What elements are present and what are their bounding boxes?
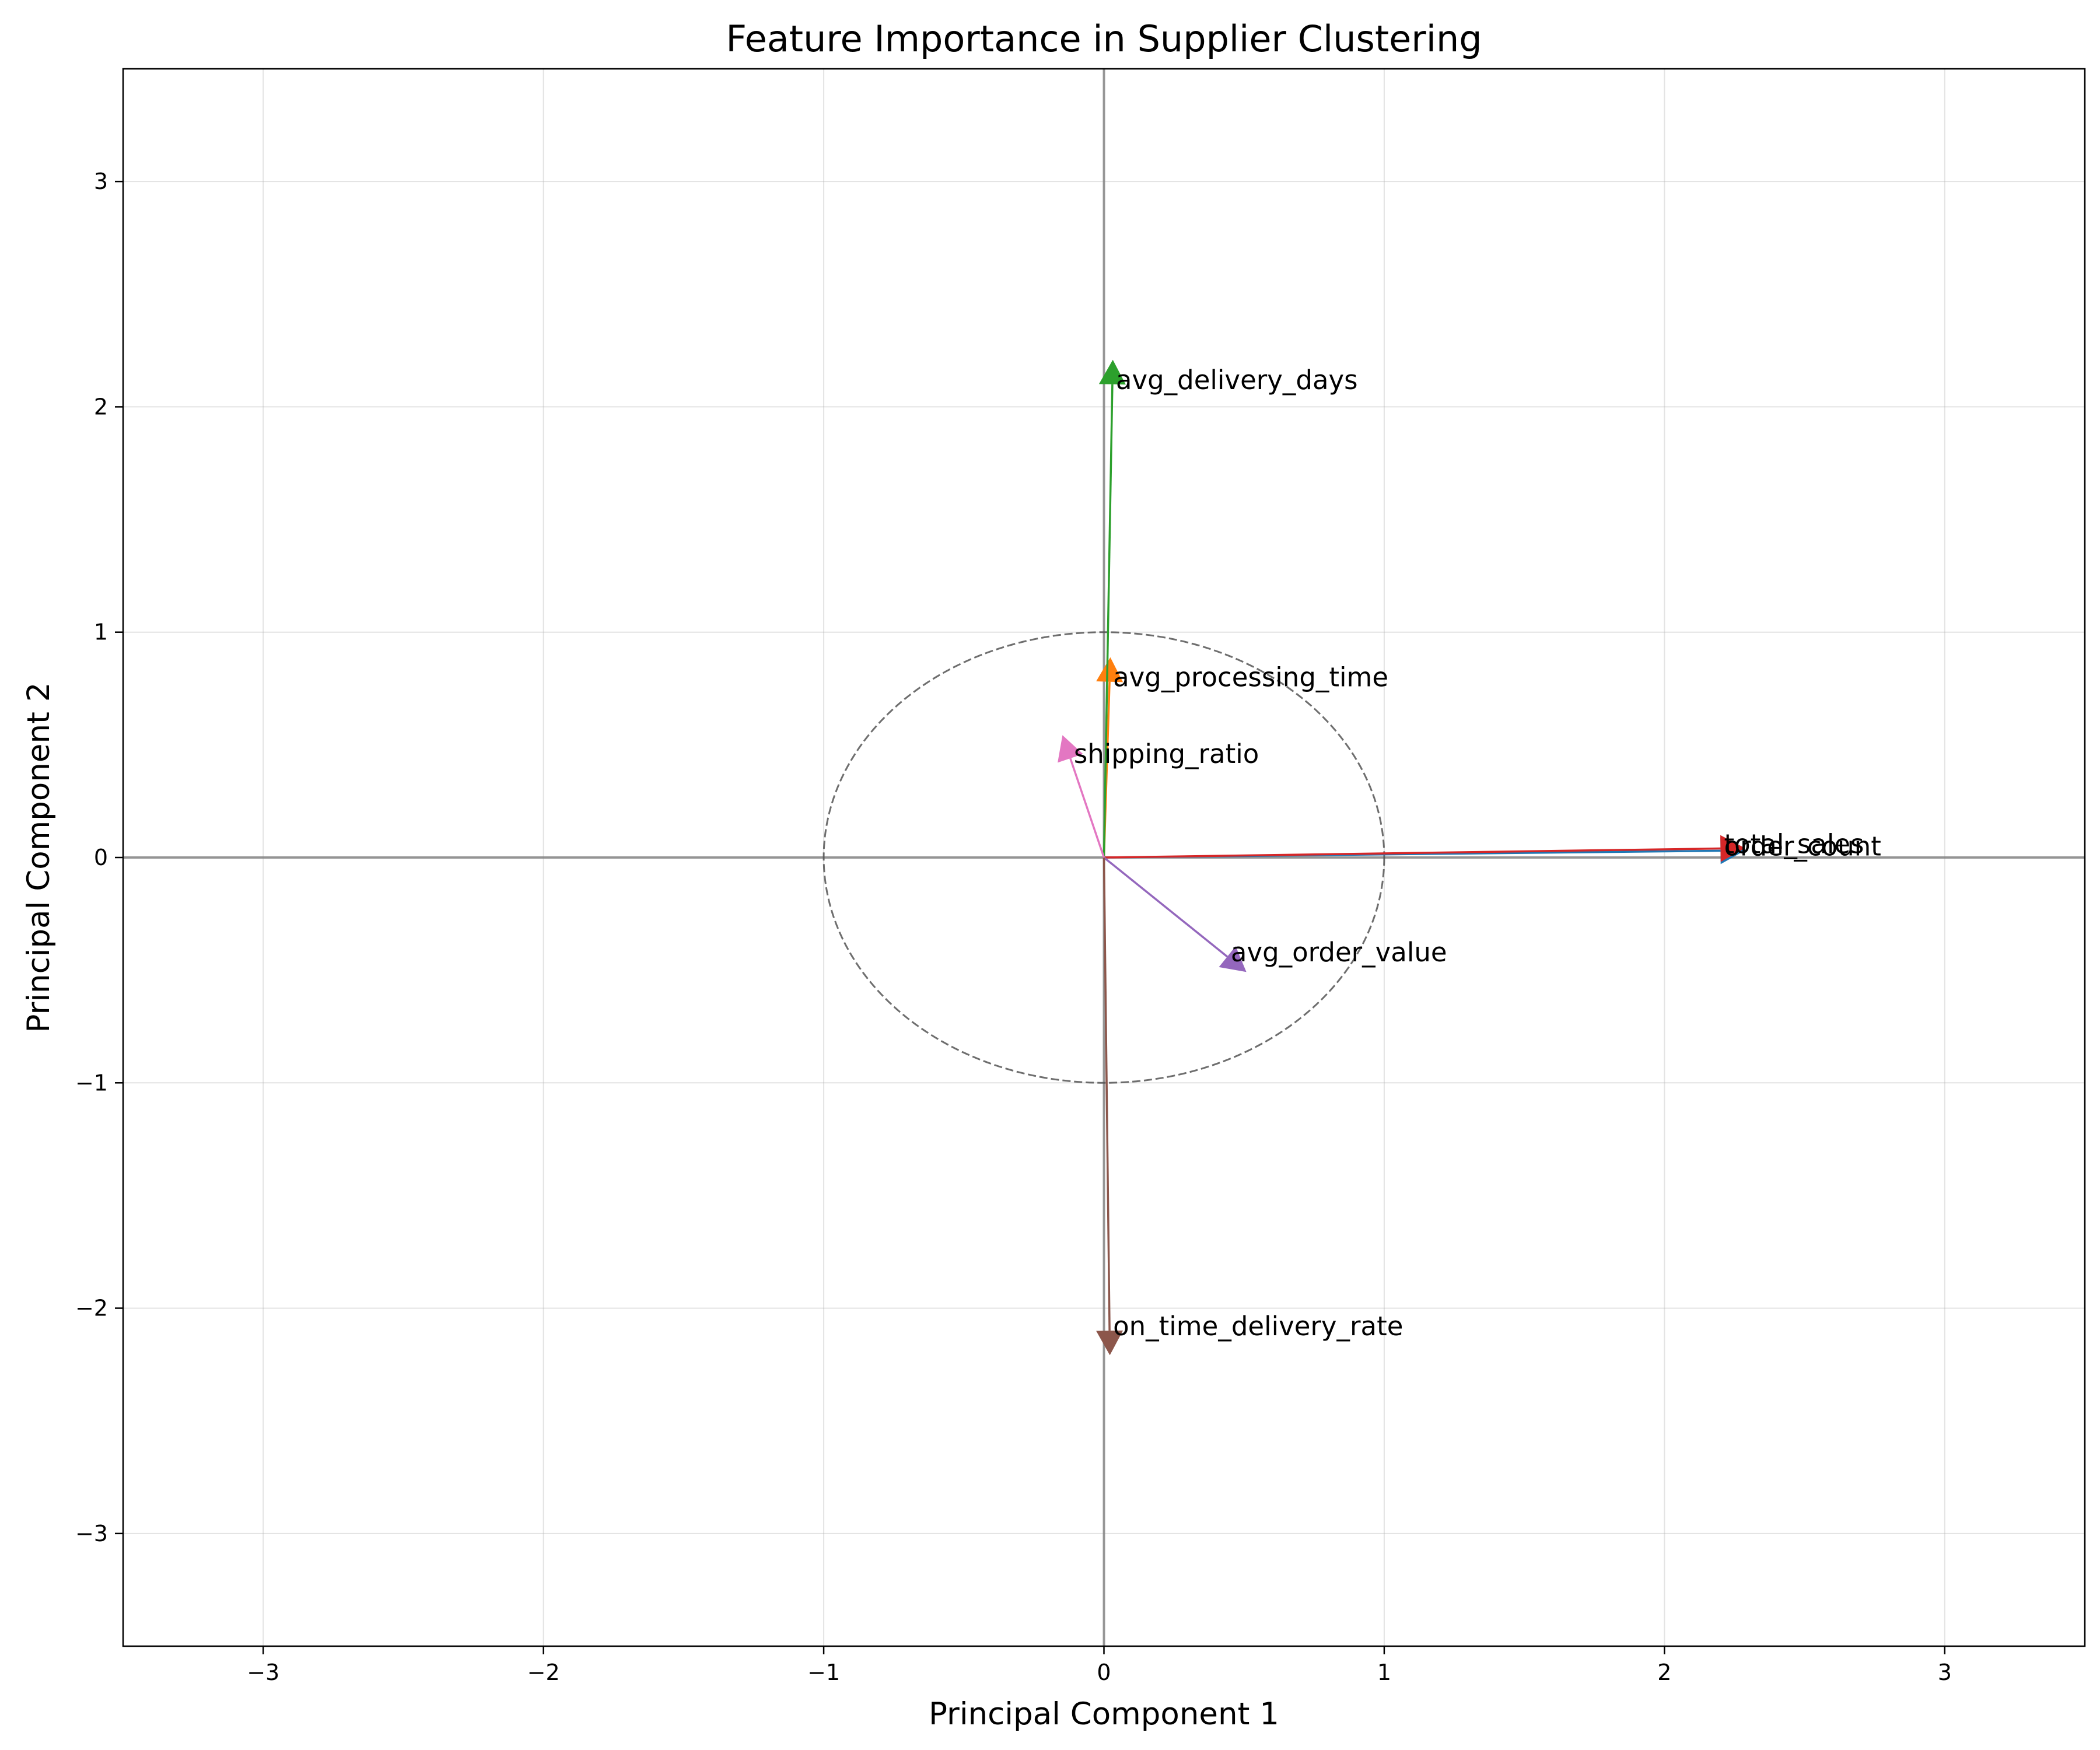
y-tick-label: −1 <box>75 1070 108 1096</box>
y-tick-label: −2 <box>75 1296 108 1321</box>
loading-arrow-avg-order-value <box>1103 856 1247 972</box>
x-tick-label: 2 <box>1657 1660 1671 1685</box>
arrow-head-avg-delivery-days <box>1098 359 1126 385</box>
unit-circle <box>822 631 1385 1084</box>
loading-arrows <box>1058 359 1745 1356</box>
x-tick-label: 3 <box>1938 1660 1952 1685</box>
chart-title: Feature Importance in Supplier Clusterin… <box>726 18 1482 60</box>
x-axis-ticks: −3 −2 −1 0 1 2 3 <box>247 1646 1952 1685</box>
loading-labels: order_count avg_processing_time avg_delive… <box>1074 365 1881 1342</box>
arrow-shaft-on-time-delivery-rate <box>1102 857 1111 1331</box>
loading-label-on-time-delivery-rate: on_time_delivery_rate <box>1113 1311 1403 1342</box>
arrow-head-avg-processing-time <box>1096 657 1124 682</box>
y-axis-ticks: −3 −2 −1 0 1 2 3 <box>75 169 123 1546</box>
arrow-shaft-total-sales <box>1104 847 1721 859</box>
x-tick-label: 1 <box>1377 1660 1391 1685</box>
loading-label-order-count: order_count <box>1724 831 1881 862</box>
loading-arrow-avg-delivery-days <box>1098 359 1126 858</box>
loading-arrow-on-time-delivery-rate <box>1096 857 1124 1356</box>
y-tick-label: 2 <box>94 394 108 419</box>
y-tick-label: −3 <box>75 1521 108 1546</box>
y-tick-label: 3 <box>94 169 108 194</box>
loading-label-total-sales: total_sales <box>1724 829 1864 860</box>
loading-label-avg-delivery-days: avg_delivery_days <box>1116 365 1358 396</box>
loading-arrow-total-sales <box>1104 835 1745 862</box>
x-tick-label: −3 <box>247 1660 279 1685</box>
arrow-head-on-time-delivery-rate <box>1096 1330 1124 1356</box>
unit-circle-layer <box>822 631 1385 1084</box>
loading-arrow-shipping-ratio <box>1058 735 1105 858</box>
y-tick-label: 0 <box>94 845 108 870</box>
loading-label-avg-processing-time: avg_processing_time <box>1113 662 1388 693</box>
x-axis-label: Principal Component 1 <box>929 1696 1279 1732</box>
arrow-shaft-avg-order-value <box>1103 856 1228 958</box>
loading-label-shipping-ratio: shipping_ratio <box>1074 738 1259 769</box>
arrow-head-shipping-ratio <box>1058 735 1083 763</box>
x-tick-label: 0 <box>1097 1660 1111 1685</box>
y-tick-label: 1 <box>94 620 108 645</box>
x-tick-label: −1 <box>807 1660 840 1685</box>
x-tick-label: −2 <box>527 1660 560 1685</box>
y-axis-label: Principal Component 2 <box>21 682 57 1033</box>
arrow-shaft-shipping-ratio <box>1069 758 1105 858</box>
loading-label-avg-order-value: avg_order_value <box>1231 937 1447 968</box>
arrow-shaft-avg-delivery-days <box>1102 384 1114 858</box>
arrow-head-avg-order-value <box>1219 946 1247 972</box>
arrow-head-total-sales <box>1720 835 1745 862</box>
